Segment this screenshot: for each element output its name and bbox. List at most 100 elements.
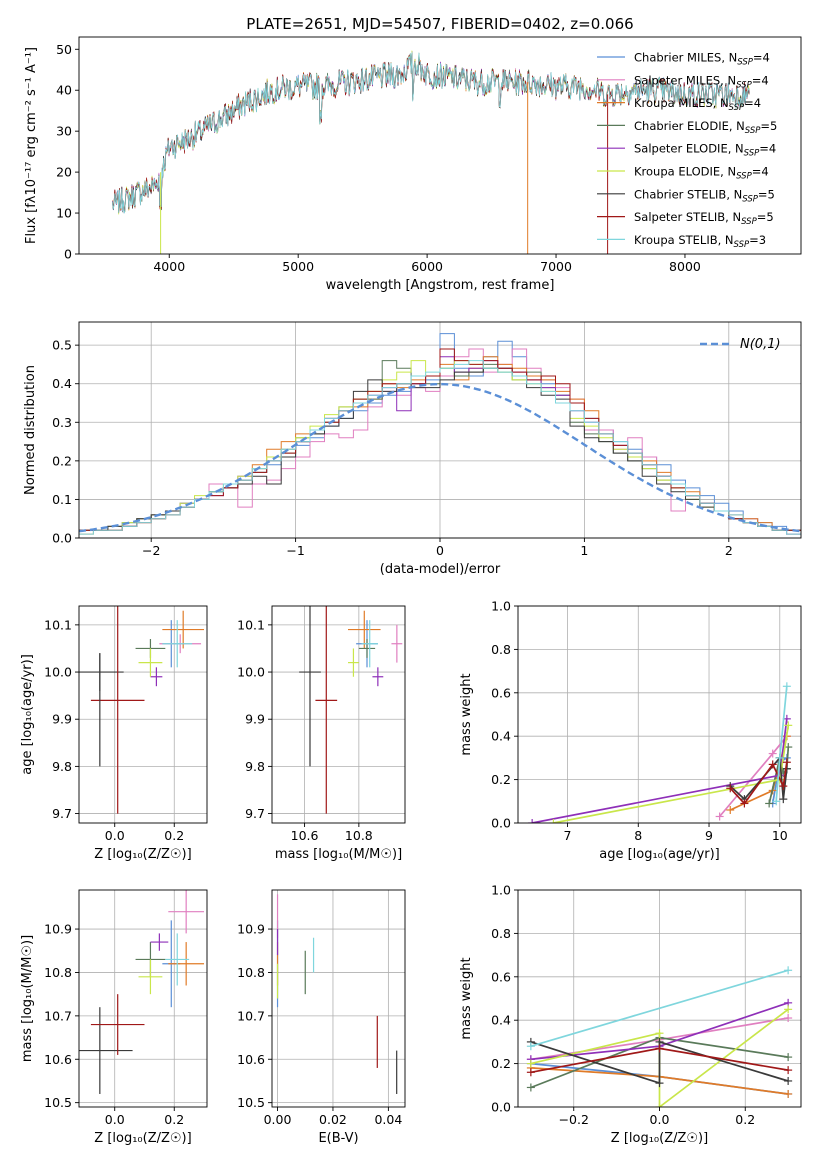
weight-marker: [526, 1042, 535, 1051]
y-tick-label: 0.4: [491, 1013, 511, 1028]
errorbar-point: [361, 620, 378, 668]
errorbar-point: [162, 610, 205, 649]
weight-marker: [784, 1076, 793, 1085]
y-tick-label: 10.8: [44, 965, 72, 980]
errorbar-point: [165, 933, 190, 986]
y-tick-label: 1.0: [491, 599, 511, 614]
y-tick-label: 30: [56, 124, 72, 139]
y-tick-label: 10.8: [237, 965, 265, 980]
y-tick-label: 0.1: [52, 492, 72, 507]
y-tick-label: 0.6: [491, 969, 511, 984]
y-axis-label: age [log₁₀(age/yr)]: [20, 654, 35, 775]
spectrum-plot-area: [112, 50, 750, 254]
y-tick-label: 20: [56, 165, 72, 180]
x-tick-label: −1: [286, 543, 304, 558]
y-tick-label: 10: [56, 206, 72, 221]
histogram-step: [79, 360, 801, 535]
x-axis-label: mass [log₁₀(M/M☉)]: [275, 847, 402, 862]
weight-marker: [782, 758, 791, 767]
y-tick-label: 0.5: [52, 338, 72, 353]
y-tick-label: 0.0: [52, 531, 72, 546]
x-tick-label: 10: [772, 828, 788, 843]
weight-series-line: [530, 1040, 789, 1085]
errorbar-point: [315, 606, 338, 814]
y-tick-label: 10.5: [237, 1095, 265, 1110]
y-tick-label: 10.5: [44, 1095, 72, 1110]
x-tick-label: 0.02: [319, 1112, 347, 1127]
legend-label: Salpeter MILES, NSSP=4: [634, 73, 769, 90]
y-axis-label: mass weight: [459, 957, 474, 1039]
x-tick-label: 10.8: [345, 828, 373, 843]
y-tick-label: 0.2: [491, 772, 511, 787]
weight-marker: [772, 797, 781, 806]
weight-marker: [784, 1005, 793, 1014]
age_vs_Z-axes: 0.0 0.2 9.7 9.8 9.9 10.0 10.1 Z [log₁₀(Z/Z☉)] ag…: [20, 605, 208, 862]
weight-marker: [655, 1044, 664, 1053]
age_vs_mass-axes: 10.6 10.8 9.7 9.8 9.9 10.0 10.1 mass [log₁₀(M/M…: [237, 605, 406, 862]
x-axis-label: E(B-V): [318, 1131, 358, 1146]
y-tick-label: 0.0: [491, 816, 511, 831]
errorbar-point: [168, 890, 205, 934]
x-axis-label: Z [log₁₀(Z/Z☉)]: [94, 1131, 191, 1146]
errorbar-point: [138, 648, 163, 677]
weight_vs_Z-plot-area: [526, 966, 793, 1107]
weight-marker: [526, 1068, 535, 1077]
spectrum-series-line: [112, 52, 750, 214]
y-tick-label: 0.8: [491, 926, 511, 941]
x-tick-label: −2: [142, 543, 160, 558]
errorbar-point: [79, 1007, 133, 1094]
y-tick-label: 9.7: [245, 806, 265, 821]
weight-marker: [655, 1103, 664, 1107]
errorbar-point: [348, 648, 359, 677]
weight-marker: [526, 1059, 535, 1068]
weight-series-line: [531, 718, 788, 823]
legend-label: Chabrier ELODIE, NSSP=5: [634, 119, 777, 136]
x-tick-label: 7: [564, 828, 572, 843]
x-tick-label: 0.2: [164, 1112, 184, 1127]
age_vs_mass-plot-area: [299, 606, 403, 814]
y-tick-label: 10.6: [44, 1052, 72, 1067]
y-tick-label: 0.2: [52, 453, 72, 468]
x-axis-label: Z [log₁₀(Z/Z☉)]: [611, 1131, 708, 1146]
age_vs_Z-plot-area: [79, 606, 205, 814]
errorbar-point: [162, 620, 193, 668]
x-tick-label: −0.2: [559, 1112, 589, 1127]
y-tick-label: 9.9: [245, 712, 265, 727]
legend-label: Kroupa STELIB, NSSP=3: [634, 233, 766, 250]
y-tick-label: 0.4: [52, 376, 72, 391]
weight_vs_Z-axes: −0.2 0.0 0.2 0.0 0.2 0.4 0.6 0.8 1.0 Z [log₁₀(Z/Z…: [459, 883, 802, 1146]
axes-frame: [271, 605, 406, 824]
weight-marker: [779, 795, 788, 804]
y-tick-label: 50: [56, 42, 72, 57]
errorbar-point: [90, 994, 145, 1055]
y-tick-label: 10.9: [44, 922, 72, 937]
weight_vs_age-plot-area: [528, 682, 793, 823]
errorbar-point: [150, 933, 169, 951]
y-tick-label: 0.0: [491, 1100, 511, 1115]
x-axis-label: wavelength [Angstrom, rest frame]: [326, 278, 555, 293]
weight-marker: [549, 819, 558, 823]
y-tick-label: 1.0: [491, 883, 511, 898]
errorbar-point: [90, 606, 145, 814]
spectrum-axes: 4000 5000 6000 7000 8000 0 10 20 30 40 50 wavelengt…: [24, 15, 802, 293]
y-tick-label: 10.1: [44, 617, 72, 632]
gaussian-curve: [79, 382, 801, 533]
y-tick-label: 0.6: [491, 685, 511, 700]
residuals-plot-area: [79, 333, 801, 535]
residuals-axes: −2 −1 0 1 2 0.0 0.1 0.2 0.3 0.4 0.5 (data-model)/er…: [23, 321, 802, 577]
weight-marker: [765, 799, 774, 808]
y-tick-label: 0.2: [491, 1056, 511, 1071]
y-tick-label: 10.0: [44, 665, 72, 680]
y-axis-label: Normed distribution: [23, 365, 38, 495]
x-tick-label: 0: [436, 543, 444, 558]
y-tick-label: 0: [64, 247, 72, 262]
x-axis-label: age [log₁₀(age/yr)]: [599, 847, 720, 862]
x-tick-label: 1: [580, 543, 588, 558]
x-tick-label: 0.0: [650, 1112, 670, 1127]
mass_vs_Z-axes: 0.0 0.2 10.5 10.6 10.7 10.8 10.9 Z [log₁₀(Z/Z☉)…: [20, 889, 208, 1146]
weight-series-line: [530, 969, 789, 1048]
errorbar-point: [358, 639, 376, 658]
weight-marker: [740, 799, 749, 808]
legend-label: Chabrier MILES, NSSP=4: [634, 51, 770, 68]
